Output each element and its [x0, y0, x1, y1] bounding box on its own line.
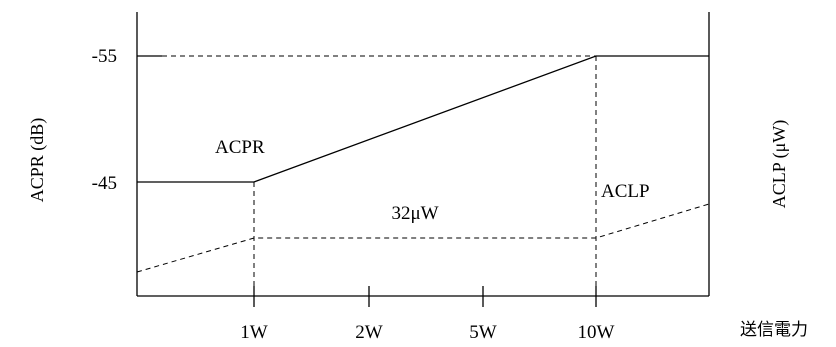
aclp-curve [136, 203, 710, 273]
acpr-curve [162, 55, 709, 183]
x-tick-label-1w: 1W [240, 322, 268, 343]
x-tick-label-2w: 2W [355, 322, 383, 343]
x-axis-title: 送信電力 [740, 320, 808, 340]
right-axis-title: ACLP (μW) [769, 120, 790, 208]
aclp-curve-label: ACLP [601, 181, 650, 202]
plateau-label: 32μW [391, 203, 438, 224]
x-tick-label-10w: 10W [578, 322, 615, 343]
x-tick-label-5w: 5W [469, 322, 497, 343]
y-tick-label-minus55: -55 [92, 46, 117, 67]
y-tick-label-minus45: -45 [92, 173, 117, 194]
acpr-curve-label: ACPR [215, 137, 265, 158]
left-axis-title: ACPR (dB) [27, 118, 48, 203]
